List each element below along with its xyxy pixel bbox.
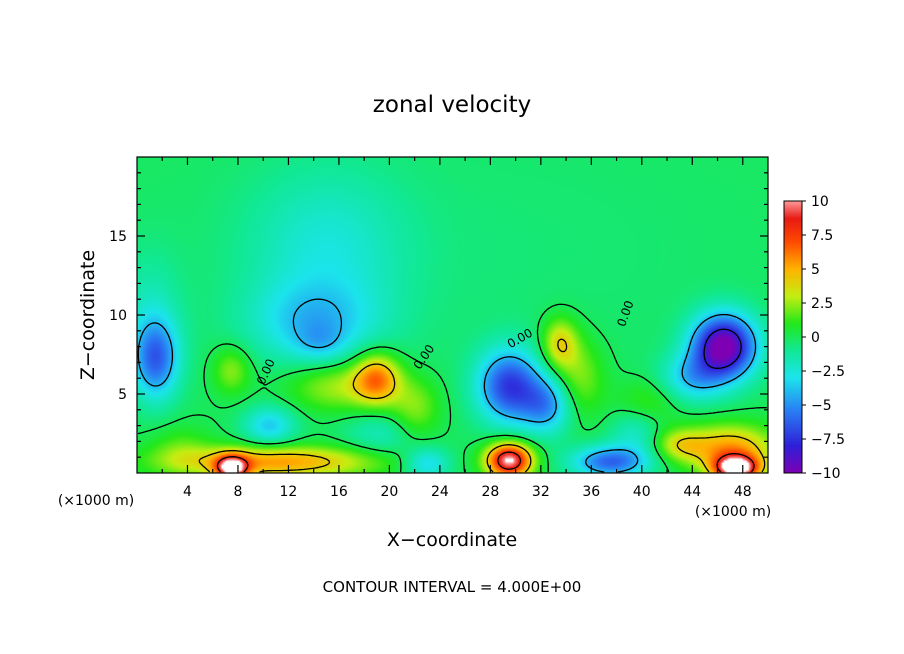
x-unit-label-left: (×1000 m): [58, 493, 134, 509]
y-tick-labels: 5 10 15: [109, 229, 127, 403]
y-tick-label: 10: [109, 308, 127, 324]
contour-line: [198, 338, 766, 473]
contour-interval-footer: CONTOUR INTERVAL = 4.000E+00: [323, 578, 582, 596]
x-tick-label: 48: [734, 484, 752, 500]
colorbar-tick-label: −10: [811, 466, 841, 482]
colorbar-tick-label: 7.5: [811, 228, 833, 244]
colorbar-tick-label: 5: [811, 262, 820, 278]
colorbar-tick-label: 2.5: [811, 296, 833, 312]
colorbar-tick-label: 10: [811, 194, 829, 210]
colorbar-gradient: [784, 201, 802, 473]
x-tick-labels: 4 8 12 16 20 24 28 32 36 40 44 48: [183, 484, 752, 500]
x-tick-label: 4: [183, 484, 192, 500]
colorbar-tick-label: 0: [811, 330, 820, 346]
x-tick-label: 8: [233, 484, 242, 500]
colorbar-tick-label: −2.5: [811, 364, 845, 380]
colorbar-ticks: 10 7.5 5 2.5 0 −2.5 −5 −7.5 −10: [802, 194, 845, 482]
axis-ticks: [137, 157, 768, 473]
y-tick-label: 5: [118, 387, 127, 403]
x-tick-label: 12: [280, 484, 298, 500]
x-unit-label-right: (×1000 m): [695, 504, 771, 520]
y-axis-label: Z−coordinate: [77, 250, 99, 380]
x-tick-label: 20: [380, 484, 398, 500]
x-tick-label: 32: [532, 484, 550, 500]
x-tick-label: 40: [633, 484, 651, 500]
x-tick-label: 28: [481, 484, 499, 500]
x-tick-label: 44: [683, 484, 701, 500]
colorbar-tick-label: −5: [811, 398, 832, 414]
contour-line: [137, 303, 767, 473]
x-axis-label: X−coordinate: [387, 529, 517, 551]
plot-area: 0.00 0.000.000.00: [136, 156, 769, 474]
x-tick-label: 24: [431, 484, 449, 500]
y-tick-label: 15: [109, 229, 127, 245]
contour-line: [216, 451, 755, 473]
x-tick-label: 36: [582, 484, 600, 500]
x-tick-label: 16: [330, 484, 348, 500]
contour-line: [703, 328, 742, 369]
zonal-velocity-field: [137, 157, 768, 473]
chart-title: zonal velocity: [373, 92, 531, 118]
colorbar-tick-label: −7.5: [811, 432, 845, 448]
zero-contours: [137, 298, 767, 473]
colorbar: 10 7.5 5 2.5 0 −2.5 −5 −7.5 −10: [783, 194, 845, 482]
contour-line: [137, 298, 757, 473]
